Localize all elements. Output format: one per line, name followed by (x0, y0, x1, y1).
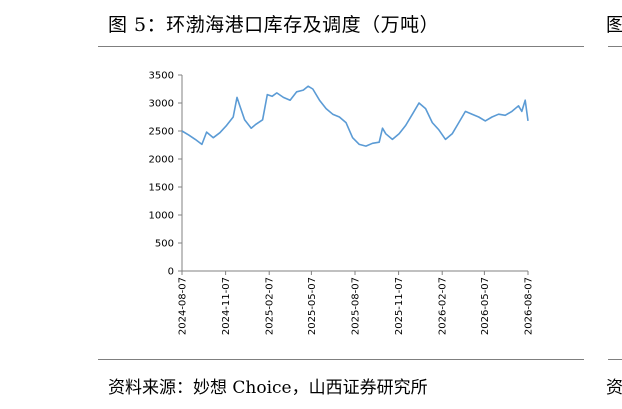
x-tick-label: 2026-05-07 (480, 277, 491, 335)
x-tick-label: 2026-08-07 (524, 277, 535, 335)
source-divider (98, 359, 584, 360)
title-divider (98, 46, 584, 47)
adjacent-title-divider (608, 46, 622, 47)
y-tick-label: 2000 (149, 155, 174, 166)
y-tick-label: 1000 (149, 211, 174, 222)
adjacent-source-divider (608, 359, 622, 360)
x-tick-label: 2026-02-07 (438, 277, 449, 335)
y-tick-label: 3500 (149, 71, 174, 82)
x-tick-label: 2024-11-07 (221, 277, 232, 335)
y-tick-label: 1500 (149, 183, 174, 194)
y-tick-label: 2500 (149, 127, 174, 138)
figure-title: 图 5：环渤海港口库存及调度（万吨） (108, 14, 440, 36)
y-tick-label: 500 (155, 239, 174, 250)
y-tick-label: 3000 (149, 99, 174, 110)
x-tick-group: 2024-08-07 2024-11-07 2025-02-07 2025-05-07… (178, 271, 535, 335)
adjacent-source-fragment: 资 (606, 378, 622, 398)
x-tick-label: 2025-05-07 (307, 277, 318, 335)
series-line (181, 85, 529, 147)
x-tick-label: 2025-08-07 (351, 277, 362, 335)
x-tick-label: 2025-02-07 (265, 277, 276, 335)
y-tick-label: 0 (168, 267, 174, 278)
source-note: 资料来源：妙想 Choice，山西证券研究所 (108, 378, 428, 398)
x-tick-label: 2024-08-07 (178, 277, 189, 335)
adjacent-figure-title-fragment: 图 (606, 14, 622, 36)
y-tick-group: 0 500 1000 1500 2000 2500 3000 3500 (149, 71, 182, 278)
x-tick-label: 2025-11-07 (394, 277, 405, 335)
